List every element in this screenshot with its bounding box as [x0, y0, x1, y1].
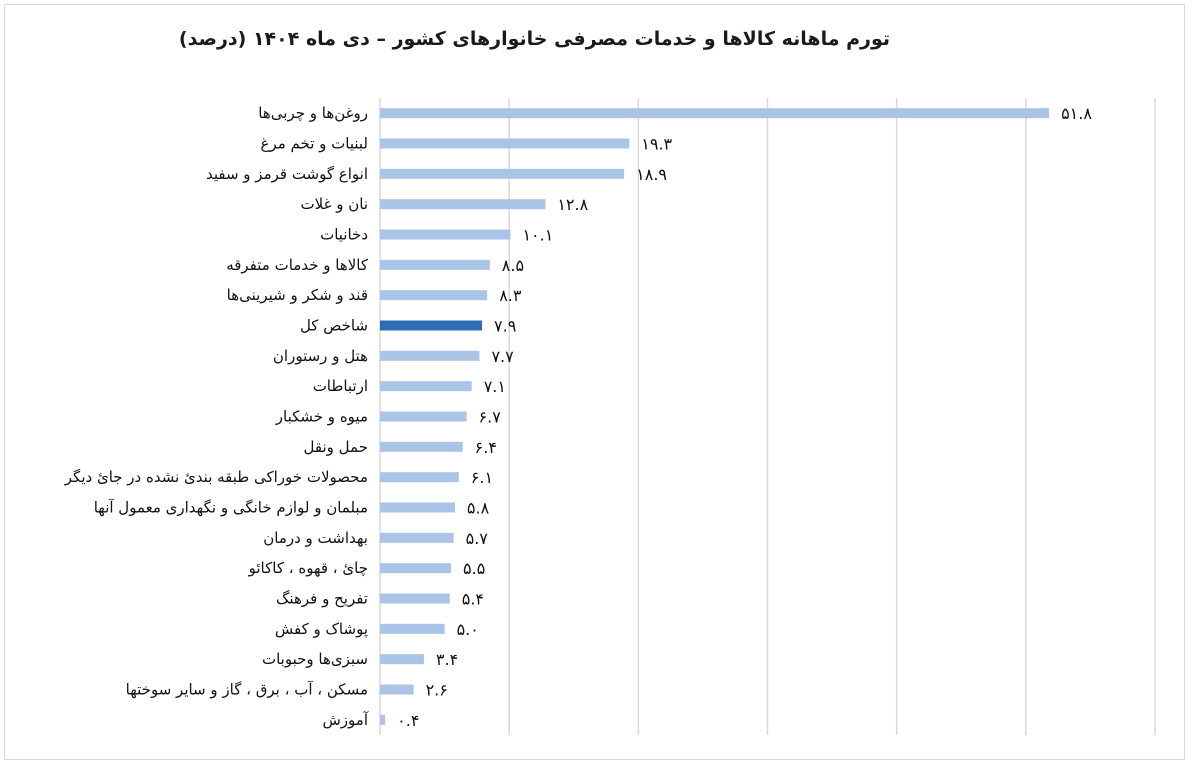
category-label: نان و غلات [301, 195, 368, 213]
bar [380, 290, 488, 301]
category-label: ارتباطات [313, 377, 368, 395]
category-label: مبلمان و لوازم خانگی و نگهداری معمول آنه… [94, 499, 368, 517]
value-label: ۶.۱ [471, 468, 493, 487]
category-label: لبنیات و تخم مرغ [261, 135, 369, 153]
bar [380, 320, 483, 331]
category-label: میوه و خشکبار [275, 408, 368, 426]
bar [380, 654, 424, 665]
value-label: ۵.۷ [466, 529, 489, 548]
value-label: ۱۰.۱ [522, 226, 553, 245]
bar [380, 714, 386, 725]
value-label: ۸.۳ [499, 286, 522, 305]
bar [380, 441, 463, 452]
value-label: ۶.۷ [479, 408, 502, 427]
bar [380, 684, 414, 695]
category-label: انواع گوشت قرمز و سفید [206, 165, 368, 183]
category-label: حمل ونقل [304, 438, 368, 456]
bar [380, 108, 1050, 119]
value-label: ۸.۵ [502, 256, 524, 275]
category-label: کالاها و خدمات متفرقه [226, 256, 369, 274]
bar [380, 229, 511, 240]
value-label: ۷.۷ [491, 347, 514, 366]
chart-frame [4, 4, 1185, 760]
bar [380, 502, 455, 513]
value-label: ۰.۴ [397, 711, 419, 730]
category-label: قند و شکر و شیرینی‌ها [227, 286, 368, 304]
category-label: هتل و رستوران [273, 347, 368, 365]
bar [380, 138, 630, 149]
category-label: چایٔ ، قهوه ، کاکائو [248, 559, 368, 577]
bar [380, 259, 490, 270]
category-label: شاخص کل [300, 317, 368, 335]
bar [380, 411, 467, 422]
category-label: روغن‌ها و چربی‌ها [258, 104, 368, 122]
category-label: سبزی‌ها وحبوبات [262, 650, 368, 668]
value-label: ۳.۴ [436, 650, 458, 669]
category-label: تفریح و فرهنگ [276, 590, 368, 608]
category-label: محصولات خوراکی طبقه بندیٔ نشده در جایٔ د… [64, 468, 368, 486]
value-label: ۷.۹ [494, 317, 516, 336]
bar [380, 168, 625, 179]
category-label: بهداشت و درمان [263, 529, 368, 547]
value-label: ۶.۴ [475, 438, 497, 457]
category-label: پوشاک و کفش [275, 620, 368, 639]
value-label: ۱۸.۹ [636, 165, 667, 184]
bar [380, 381, 472, 392]
category-label: دخانیات [320, 226, 368, 244]
bar [380, 623, 445, 634]
value-label: ۱۲.۸ [557, 195, 588, 214]
value-label: ۲.۶ [426, 681, 448, 700]
bar [380, 593, 450, 604]
value-label: ۵.۵ [463, 559, 485, 578]
value-label: ۵.۸ [467, 499, 490, 518]
bar [380, 350, 480, 361]
category-label: مسکن ، آب ، برق ، گاز و سایر سوختها [126, 681, 368, 699]
chart-title: تورم ماهانه کالاها و خدمات مصرفی خانواره… [178, 28, 890, 50]
category-label: آموزش [322, 711, 368, 729]
bar [380, 199, 546, 210]
value-label: ۵.۴ [462, 590, 484, 609]
value-label: ۵۱.۸ [1061, 104, 1092, 123]
bar [380, 563, 452, 574]
value-label: ۵.۰ [457, 620, 479, 639]
bar [380, 472, 459, 483]
value-label: ۱۹.۳ [641, 135, 672, 154]
value-label: ۷.۱ [484, 377, 506, 396]
bar [380, 532, 454, 543]
